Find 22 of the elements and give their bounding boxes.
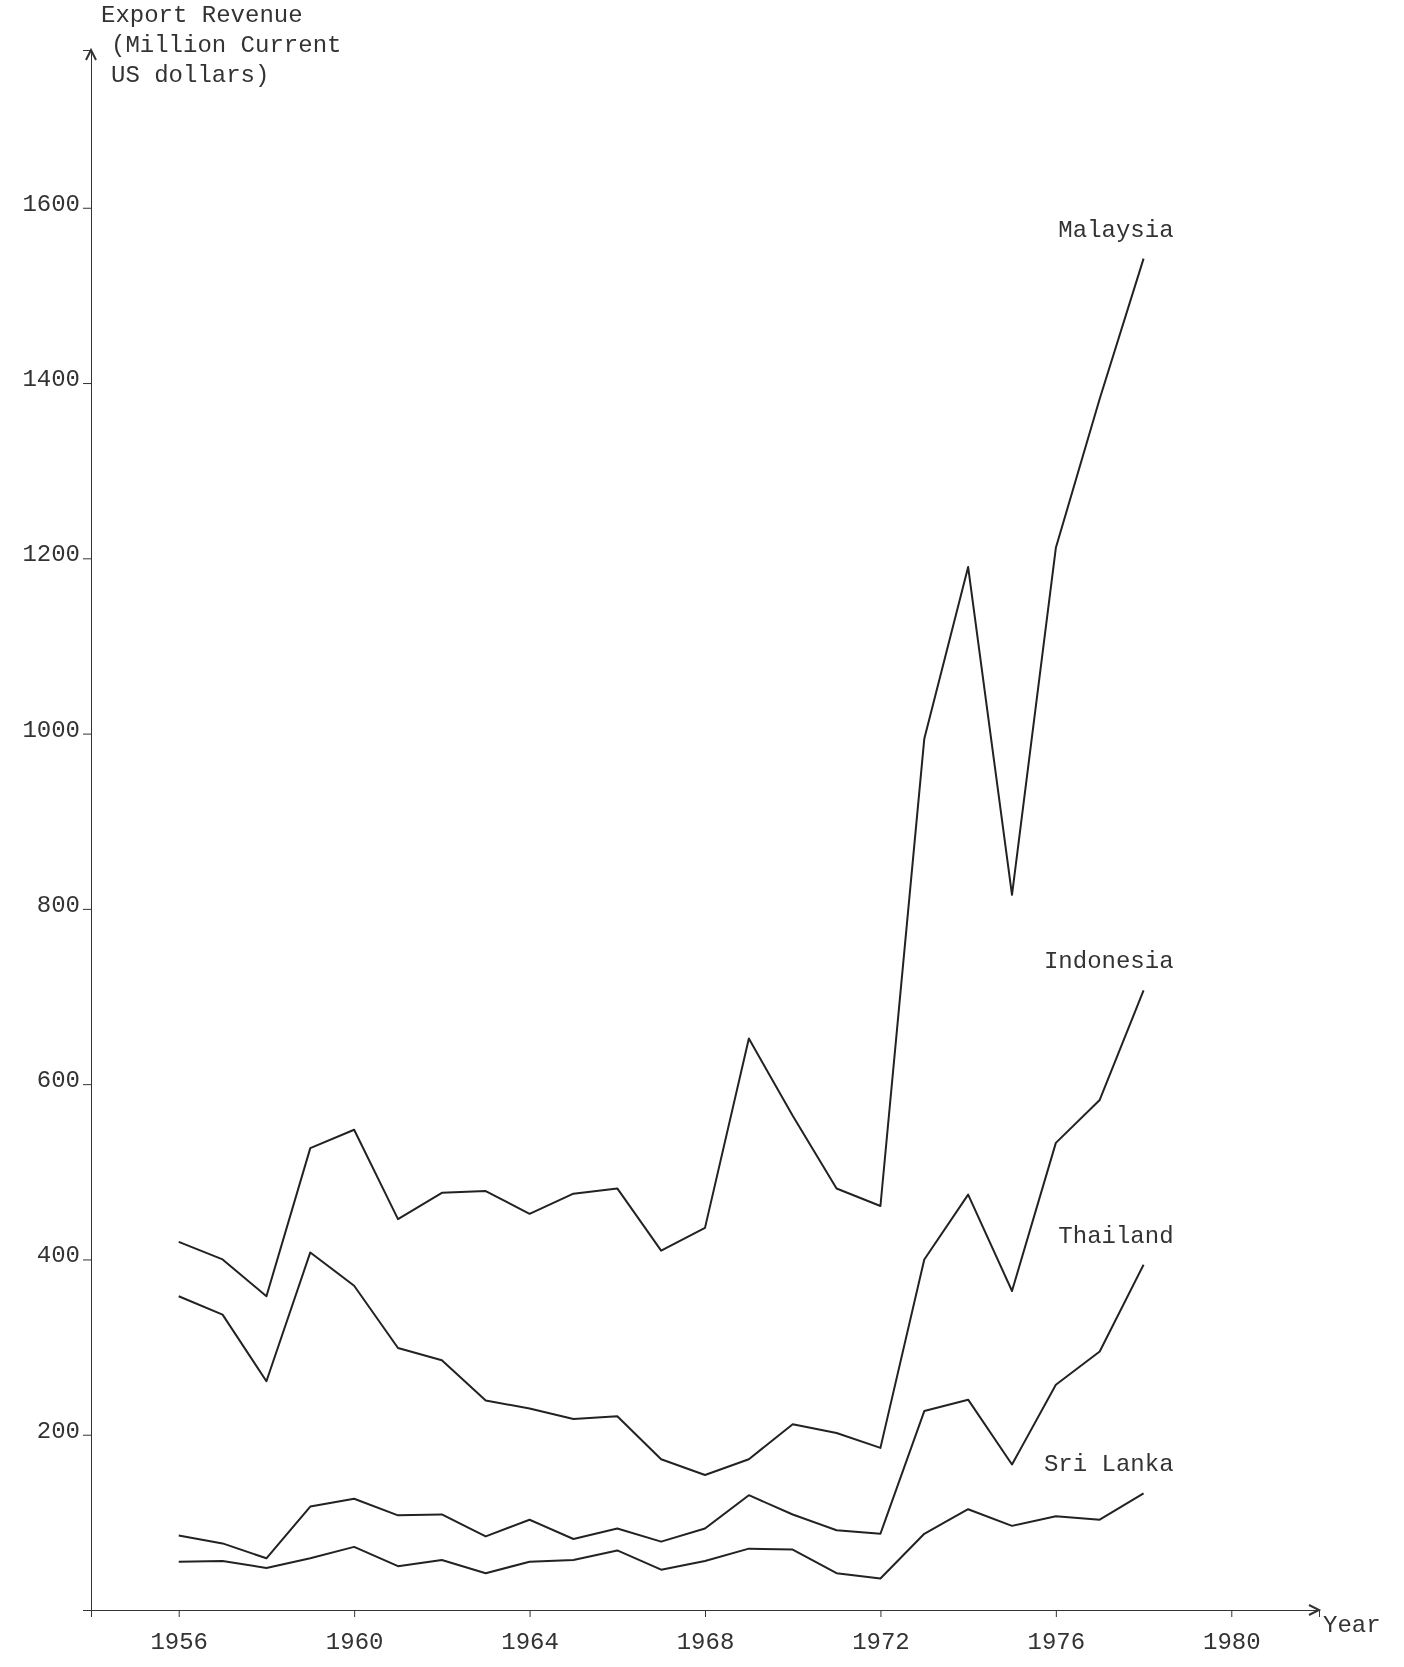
y-tick-label: 800 (36, 891, 80, 919)
series-label: Thailand (1058, 1222, 1174, 1250)
x-axis-title: Year (1323, 1612, 1381, 1639)
y-tick-label: 600 (36, 1067, 80, 1095)
x-tick-label: 1980 (1202, 1628, 1261, 1656)
series-label: Malaysia (1058, 216, 1174, 244)
y-tick-label: 1400 (22, 365, 80, 393)
x-tick-label: 1968 (676, 1628, 735, 1656)
line-series (177, 1492, 1145, 1580)
y-tick-label: 1000 (22, 716, 80, 744)
series-label: Indonesia (1043, 948, 1174, 976)
y-tick-label: 400 (36, 1242, 80, 1270)
series-label: Sri Lanka (1043, 1451, 1174, 1479)
x-tick-label: 1972 (852, 1628, 910, 1656)
y-tick-label: 1600 (22, 190, 80, 218)
x-tick-label: 1956 (150, 1628, 209, 1656)
y-tick-label: 200 (36, 1417, 80, 1445)
x-tick-label: 1960 (325, 1628, 384, 1656)
y-tick-label: 1200 (22, 541, 80, 569)
x-tick-label: 1964 (501, 1628, 559, 1656)
x-tick-label: 1976 (1027, 1628, 1086, 1656)
y-axis-title: Export Revenue (Million Current US dollars) (101, 2, 342, 89)
